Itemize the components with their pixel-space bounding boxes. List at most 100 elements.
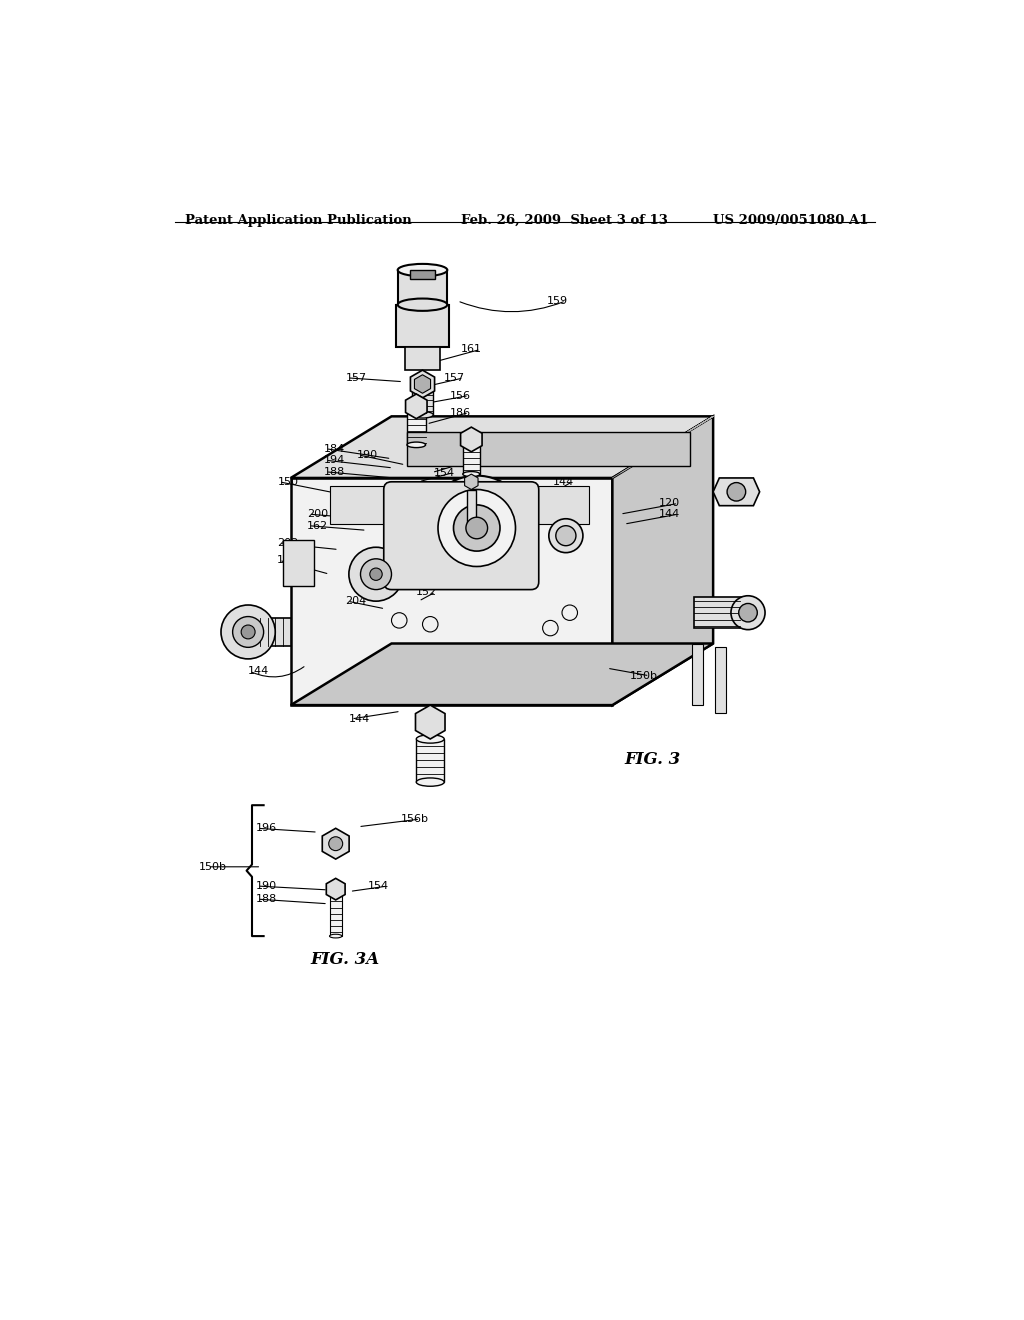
Ellipse shape (330, 887, 342, 891)
Text: 154: 154 (369, 880, 389, 891)
Ellipse shape (397, 298, 447, 312)
Text: 157: 157 (345, 372, 367, 383)
Text: 156b: 156b (400, 814, 429, 824)
Polygon shape (397, 271, 447, 305)
Polygon shape (323, 829, 349, 859)
Polygon shape (716, 647, 726, 713)
Text: 190: 190 (256, 880, 276, 891)
Circle shape (349, 548, 403, 601)
Polygon shape (417, 739, 444, 781)
Polygon shape (463, 440, 480, 474)
Polygon shape (412, 384, 433, 414)
Text: 144: 144 (248, 667, 269, 676)
Circle shape (360, 558, 391, 590)
Text: 184: 184 (324, 444, 345, 454)
Circle shape (549, 519, 583, 553)
Text: 159: 159 (547, 296, 567, 306)
Ellipse shape (407, 442, 426, 447)
Text: Patent Application Publication: Patent Application Publication (184, 214, 412, 227)
Circle shape (556, 525, 575, 545)
Text: 156: 156 (450, 391, 471, 400)
Text: 150b: 150b (200, 862, 227, 871)
Polygon shape (406, 347, 439, 370)
Circle shape (738, 603, 758, 622)
Polygon shape (291, 478, 612, 705)
Ellipse shape (330, 935, 342, 939)
Polygon shape (327, 878, 345, 900)
Polygon shape (713, 478, 760, 506)
Circle shape (232, 616, 263, 647)
Ellipse shape (417, 735, 444, 743)
Text: 120: 120 (658, 499, 680, 508)
Polygon shape (330, 486, 589, 524)
Polygon shape (396, 305, 449, 347)
Text: 200: 200 (307, 510, 328, 519)
Text: 194: 194 (324, 455, 345, 465)
Text: 190: 190 (356, 450, 378, 459)
Circle shape (466, 517, 487, 539)
Polygon shape (283, 540, 314, 586)
Polygon shape (406, 395, 427, 418)
FancyBboxPatch shape (384, 482, 539, 590)
Text: 157: 157 (444, 372, 465, 383)
Circle shape (423, 616, 438, 632)
Text: 192: 192 (452, 445, 473, 454)
Polygon shape (693, 598, 748, 628)
Polygon shape (465, 474, 478, 490)
Polygon shape (291, 644, 713, 705)
Ellipse shape (417, 777, 444, 787)
Circle shape (454, 504, 500, 552)
Circle shape (241, 626, 255, 639)
Text: 144: 144 (658, 510, 680, 519)
Polygon shape (612, 416, 713, 705)
Polygon shape (692, 644, 703, 705)
Ellipse shape (463, 437, 480, 442)
Text: 204: 204 (345, 597, 367, 606)
Text: FIG. 3A: FIG. 3A (310, 950, 380, 968)
Text: 188: 188 (324, 467, 345, 477)
Text: 188: 188 (256, 894, 276, 904)
Polygon shape (461, 428, 482, 451)
Text: 150: 150 (278, 477, 299, 487)
Polygon shape (248, 618, 291, 645)
Polygon shape (416, 705, 445, 739)
Text: 144: 144 (553, 477, 573, 487)
Circle shape (221, 605, 275, 659)
Circle shape (391, 612, 407, 628)
Circle shape (543, 620, 558, 636)
Text: US 2009/0051080 A1: US 2009/0051080 A1 (713, 214, 868, 227)
Text: Feb. 26, 2009  Sheet 3 of 13: Feb. 26, 2009 Sheet 3 of 13 (461, 214, 668, 227)
Ellipse shape (463, 471, 480, 477)
Text: 158: 158 (452, 479, 473, 490)
Text: 162: 162 (307, 520, 328, 531)
Polygon shape (291, 416, 713, 478)
Circle shape (329, 837, 343, 850)
Text: 160: 160 (452, 455, 473, 466)
Text: 154: 154 (434, 467, 456, 478)
Circle shape (731, 595, 765, 630)
Circle shape (562, 605, 578, 620)
Text: 150b: 150b (630, 671, 658, 681)
Polygon shape (467, 490, 476, 524)
Polygon shape (330, 890, 342, 936)
Text: 144: 144 (349, 714, 371, 723)
Text: 202: 202 (278, 539, 299, 548)
Polygon shape (411, 370, 434, 397)
Ellipse shape (412, 412, 433, 418)
Circle shape (438, 490, 515, 566)
Polygon shape (407, 407, 426, 445)
Circle shape (424, 475, 529, 581)
Ellipse shape (407, 404, 426, 409)
Circle shape (727, 483, 745, 502)
Text: 186: 186 (450, 408, 471, 417)
Text: 150: 150 (480, 500, 502, 510)
Polygon shape (407, 432, 690, 466)
Text: 152: 152 (417, 587, 437, 597)
Text: 147: 147 (509, 510, 530, 519)
Text: 196: 196 (256, 824, 276, 833)
Polygon shape (415, 375, 430, 393)
Text: 148: 148 (278, 556, 299, 565)
Ellipse shape (397, 264, 447, 276)
Text: 161: 161 (461, 345, 482, 354)
Ellipse shape (412, 380, 433, 387)
